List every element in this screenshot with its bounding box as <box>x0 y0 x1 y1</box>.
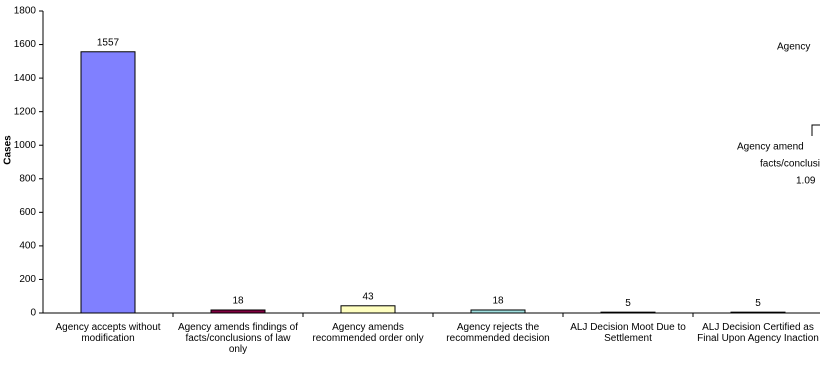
bar <box>600 311 656 314</box>
annotation: facts/conclusion <box>760 159 820 170</box>
annotation: Agency amend <box>737 142 804 153</box>
y-tick-label: 1800 <box>14 6 37 17</box>
x-tick-label: Agency accepts without modification <box>55 322 161 344</box>
y-tick-label: 1000 <box>14 140 37 151</box>
x-tick-label: Agency rejects the recommended decision <box>446 322 550 344</box>
x-tick-label: Agency amends findings of facts/conclusi… <box>177 322 299 355</box>
y-tick-label: 1400 <box>14 73 37 84</box>
bar <box>80 51 136 314</box>
bar <box>470 309 526 314</box>
y-tick-label: 600 <box>19 207 36 218</box>
x-tick-label: Agency amends recommended order only <box>312 322 424 344</box>
data-label: 18 <box>232 296 244 307</box>
y-axis-label: Cases <box>3 135 14 165</box>
x-tick-label: ALJ Decision Moot Due to Settlement <box>570 322 686 344</box>
x-tick-label: ALJ Decision Certified as Final Upon Age… <box>697 322 819 344</box>
bar <box>730 311 786 314</box>
annotation: Agency <box>777 42 810 53</box>
y-tick-label: 0 <box>30 308 36 319</box>
y-tick-label: 1600 <box>14 39 37 50</box>
data-label: 18 <box>492 296 504 307</box>
y-tick-label: 400 <box>19 241 36 252</box>
data-label: 5 <box>755 298 761 309</box>
y-tick-label: 200 <box>19 274 36 285</box>
bar <box>340 305 396 314</box>
annotation: 1.09 <box>796 176 816 187</box>
data-label: 1557 <box>97 37 120 48</box>
data-label: 43 <box>362 291 374 302</box>
data-label: 5 <box>625 298 631 309</box>
leader-line <box>811 124 820 136</box>
y-tick-label: 1200 <box>14 106 37 117</box>
y-tick-label: 800 <box>19 173 36 184</box>
bar <box>210 309 266 314</box>
